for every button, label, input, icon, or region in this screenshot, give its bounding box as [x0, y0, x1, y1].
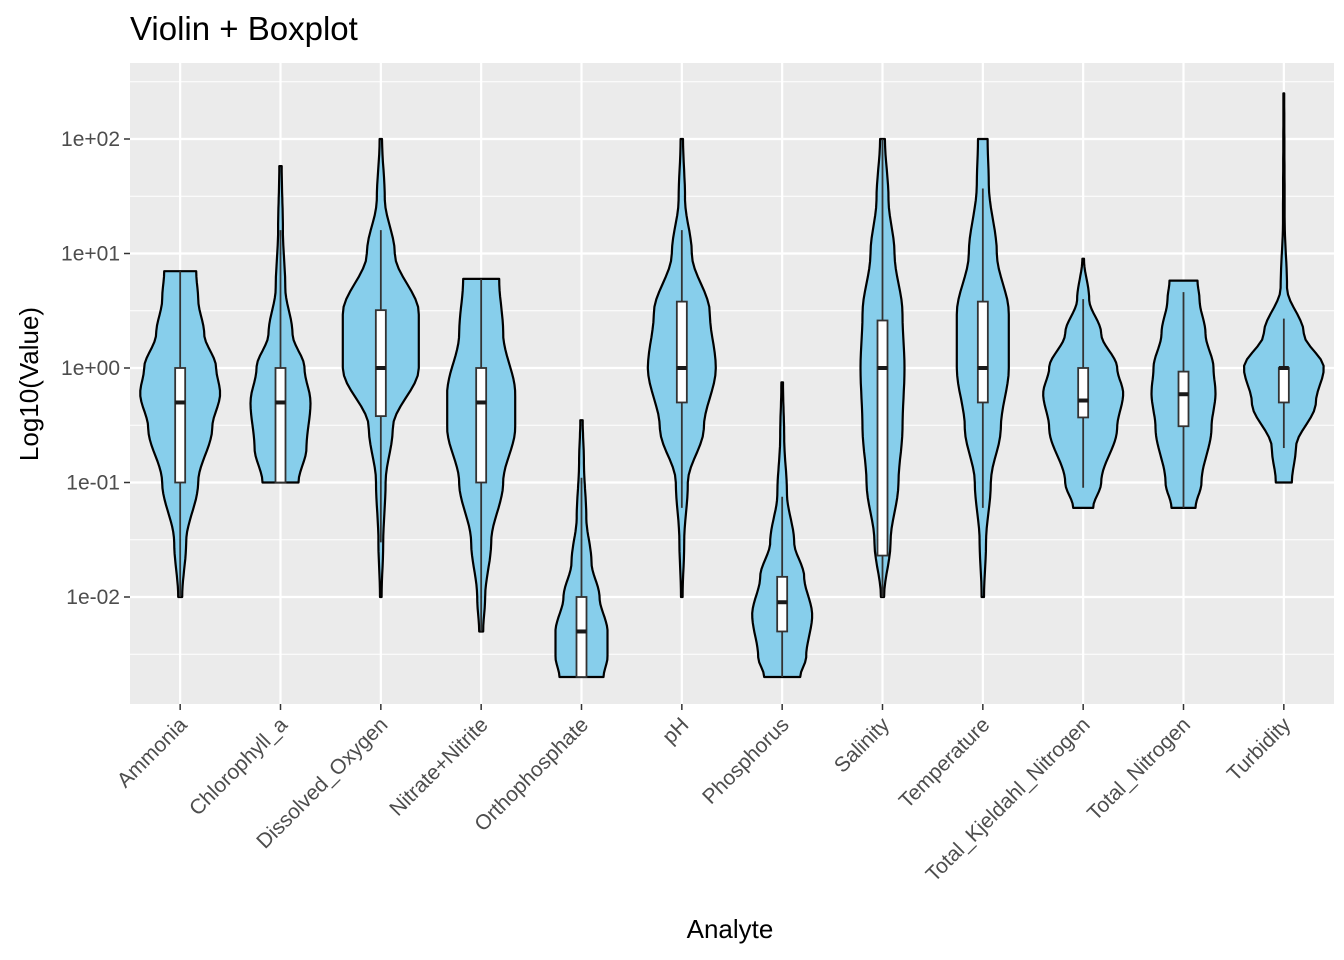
- box-Temperature: [976, 300, 989, 404]
- x-tick-label: Nitrate+Nitrite: [385, 713, 492, 820]
- y-tick-label: 1e+00: [61, 357, 120, 380]
- x-tick-label: Total_Nitrogen: [1083, 713, 1195, 825]
- y-tick-label: 1e+02: [61, 128, 120, 151]
- box-Total_Kjeldahl_Nitrogen: [1077, 367, 1090, 419]
- x-axis: AmmoniaChlorophyll_aDissolved_OxygenNitr…: [113, 704, 1296, 886]
- x-axis-title: Analyte: [687, 914, 774, 944]
- violin-Turbidity: [1243, 92, 1325, 484]
- x-tick-label: Turbidity: [1223, 713, 1296, 786]
- y-tick-label: 1e-02: [66, 586, 120, 609]
- x-tick-label: Total_Kjeldahl_Nitrogen: [922, 713, 1095, 886]
- y-axis: 1e-02 1e-01 1e+00 1e+01 1e+02: [61, 128, 130, 609]
- box-Chlorophyll_a: [274, 367, 287, 484]
- box-Total_Nitrogen: [1177, 370, 1190, 428]
- box-Orthophosphate: [575, 596, 588, 678]
- y-tick-label: 1e+01: [61, 243, 120, 266]
- chart-title: Violin + Boxplot: [130, 10, 358, 47]
- y-tick-label: 1e-01: [66, 472, 120, 495]
- box-Salinity: [876, 319, 889, 557]
- x-tick-label: Ammonia: [113, 713, 192, 792]
- x-tick-label: Phosphorus: [698, 713, 794, 809]
- box-Nitrate+Nitrite: [475, 367, 488, 484]
- x-tick-label: Salinity: [830, 713, 894, 777]
- x-tick-label: pH: [658, 713, 693, 748]
- boxplot-layer: [174, 139, 1290, 678]
- x-tick-label: Chlorophyll_a: [185, 713, 292, 820]
- x-tick-label: Temperature: [895, 713, 995, 813]
- box-Ammonia: [174, 367, 187, 484]
- box-pH: [675, 300, 688, 404]
- box-Turbidity: [1277, 367, 1290, 404]
- box-Dissolved_Oxygen: [374, 309, 387, 418]
- y-axis-title: Log10(Value): [14, 307, 44, 461]
